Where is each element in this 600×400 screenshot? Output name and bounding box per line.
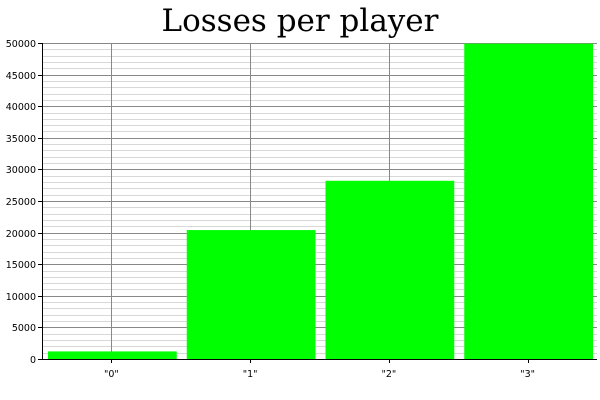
x-tick-label: "1" bbox=[243, 369, 258, 380]
y-tick-label: 5000 bbox=[12, 323, 36, 334]
x-tick-label: "0" bbox=[104, 369, 119, 380]
y-tick-label: 0 bbox=[30, 355, 36, 366]
bar bbox=[464, 43, 593, 360]
bars bbox=[48, 43, 593, 360]
y-tick-label: 40000 bbox=[6, 102, 36, 113]
y-tick-label: 25000 bbox=[6, 197, 36, 208]
axes bbox=[42, 43, 597, 360]
y-tick-label: 45000 bbox=[6, 71, 36, 82]
y-tick-label: 10000 bbox=[6, 292, 36, 303]
bar bbox=[186, 230, 316, 359]
chart-title: Losses per player bbox=[162, 3, 439, 39]
x-axis-ticks: "0" "1" "2" "3" bbox=[104, 359, 535, 380]
y-axis-ticks: 0 5000 10000 15000 20000 25000 30000 35000 40000… bbox=[6, 39, 42, 366]
y-tick-label: 30000 bbox=[6, 165, 36, 176]
x-tick-label: "2" bbox=[381, 369, 396, 380]
bar bbox=[48, 351, 177, 359]
y-tick-label: 15000 bbox=[6, 260, 36, 271]
y-tick-label: 50000 bbox=[6, 39, 36, 50]
bar bbox=[325, 180, 455, 359]
x-tick-label: "3" bbox=[520, 369, 535, 380]
y-tick-label: 35000 bbox=[6, 134, 36, 145]
y-tick-label: 20000 bbox=[6, 229, 36, 240]
